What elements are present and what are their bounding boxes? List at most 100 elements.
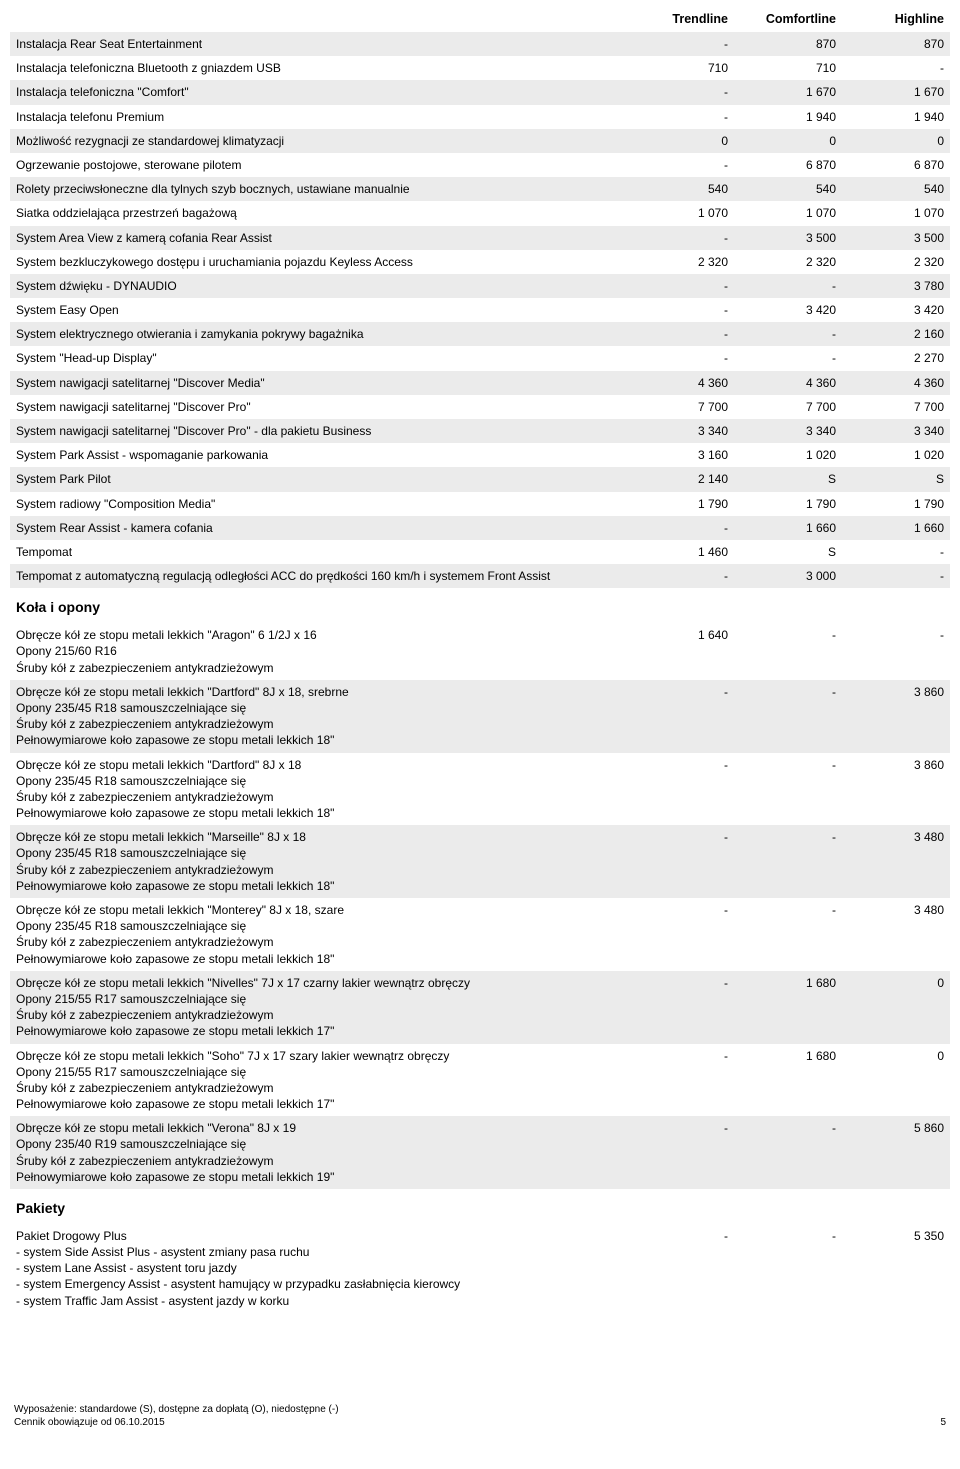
row-value: - xyxy=(626,298,734,322)
table-row: Obręcze kół ze stopu metali lekkich "Mar… xyxy=(10,825,950,898)
row-label: System nawigacji satelitarnej "Discover … xyxy=(10,371,626,395)
row-label: Obręcze kół ze stopu metali lekkich "Niv… xyxy=(10,971,626,1044)
row-label: Obręcze kół ze stopu metali lekkich "Ara… xyxy=(10,623,626,680)
page-number: 5 xyxy=(940,1416,946,1429)
row-value: 2 320 xyxy=(626,250,734,274)
row-subline: - system Traffic Jam Assist - asystent j… xyxy=(16,1293,620,1309)
row-label: System Easy Open xyxy=(10,298,626,322)
table-row: System elektrycznego otwierania i zamyka… xyxy=(10,322,950,346)
row-subline: Pełnowymiarowe koło zapasowe ze stopu me… xyxy=(16,732,620,748)
row-value: - xyxy=(626,322,734,346)
row-value: 4 360 xyxy=(842,371,950,395)
row-value: - xyxy=(626,516,734,540)
row-subline: Śruby kół z zabezpieczeniem antykradzież… xyxy=(16,1153,620,1169)
row-value: - xyxy=(734,1224,842,1313)
row-value: 0 xyxy=(842,1044,950,1117)
row-value: - xyxy=(734,825,842,898)
row-label: System elektrycznego otwierania i zamyka… xyxy=(10,322,626,346)
section-header: Koła i opony xyxy=(10,588,950,623)
row-label: Obręcze kół ze stopu metali lekkich "Mon… xyxy=(10,898,626,971)
row-value: 3 480 xyxy=(842,825,950,898)
row-value: 7 700 xyxy=(734,395,842,419)
row-value: - xyxy=(734,346,842,370)
table-row: Rolety przeciwsłoneczne dla tylnych szyb… xyxy=(10,177,950,201)
row-subline: Opony 235/45 R18 samouszczelniające się xyxy=(16,918,620,934)
row-value: 1 070 xyxy=(842,201,950,225)
row-value: 1 680 xyxy=(734,971,842,1044)
row-value: - xyxy=(626,1224,734,1313)
row-label: Pakiet Drogowy Plus- system Side Assist … xyxy=(10,1224,626,1313)
row-value: 5 860 xyxy=(842,1116,950,1189)
table-row: Obręcze kół ze stopu metali lekkich "Dar… xyxy=(10,753,950,826)
row-value: - xyxy=(626,1116,734,1189)
row-subline: Pełnowymiarowe koło zapasowe ze stopu me… xyxy=(16,1023,620,1039)
row-value: 4 360 xyxy=(734,371,842,395)
row-value: 1 790 xyxy=(842,492,950,516)
table-row: Instalacja telefoniczna Bluetooth z gnia… xyxy=(10,56,950,80)
row-value: 2 320 xyxy=(842,250,950,274)
row-subline: Śruby kół z zabezpieczeniem antykradzież… xyxy=(16,1007,620,1023)
col-header-trendline: Trendline xyxy=(626,6,734,32)
row-subline: Opony 235/45 R18 samouszczelniające się xyxy=(16,700,620,716)
row-label: Obręcze kół ze stopu metali lekkich "Dar… xyxy=(10,753,626,826)
row-value: - xyxy=(734,623,842,680)
table-row: System nawigacji satelitarnej "Discover … xyxy=(10,419,950,443)
row-label: Instalacja telefoniczna Bluetooth z gnia… xyxy=(10,56,626,80)
row-subline: Pełnowymiarowe koło zapasowe ze stopu me… xyxy=(16,878,620,894)
row-label: Obręcze kół ze stopu metali lekkich "Dar… xyxy=(10,680,626,753)
row-value: - xyxy=(626,274,734,298)
row-value: 3 340 xyxy=(842,419,950,443)
row-label: Instalacja Rear Seat Entertainment xyxy=(10,32,626,56)
row-subline: Śruby kół z zabezpieczeniem antykradzież… xyxy=(16,934,620,950)
footer-legend: Wyposażenie: standardowe (S), dostępne z… xyxy=(14,1403,946,1416)
row-value: 3 500 xyxy=(842,226,950,250)
row-value: - xyxy=(626,346,734,370)
table-row: System Easy Open-3 4203 420 xyxy=(10,298,950,322)
row-value: S xyxy=(734,467,842,491)
row-value: - xyxy=(626,153,734,177)
row-label: System radiowy "Composition Media" xyxy=(10,492,626,516)
row-value: 3 420 xyxy=(842,298,950,322)
row-subline: Śruby kół z zabezpieczeniem antykradzież… xyxy=(16,1080,620,1096)
row-value: 710 xyxy=(626,56,734,80)
row-value: 1 660 xyxy=(734,516,842,540)
row-value: - xyxy=(734,753,842,826)
table-row: System nawigacji satelitarnej "Discover … xyxy=(10,371,950,395)
row-value: 2 320 xyxy=(734,250,842,274)
row-value: - xyxy=(734,274,842,298)
row-label: Instalacja telefoniczna "Comfort" xyxy=(10,80,626,104)
row-value: 0 xyxy=(626,129,734,153)
table-row: Siatka oddzielająca przestrzeń bagażową1… xyxy=(10,201,950,225)
row-value: 1 790 xyxy=(626,492,734,516)
table-row: System "Head-up Display"--2 270 xyxy=(10,346,950,370)
row-value: 3 160 xyxy=(626,443,734,467)
row-value: 0 xyxy=(734,129,842,153)
table-row: System bezkluczykowego dostępu i urucham… xyxy=(10,250,950,274)
row-subline: Pełnowymiarowe koło zapasowe ze stopu me… xyxy=(16,805,620,821)
table-row: System dźwięku - DYNAUDIO--3 780 xyxy=(10,274,950,298)
table-row: Tempomat z automatyczną regulacją odległ… xyxy=(10,564,950,588)
row-subline: Opony 235/40 R19 samouszczelniające się xyxy=(16,1136,620,1152)
row-label: Tempomat xyxy=(10,540,626,564)
row-value: 1 460 xyxy=(626,540,734,564)
row-value: - xyxy=(626,898,734,971)
table-row: Ogrzewanie postojowe, sterowane pilotem-… xyxy=(10,153,950,177)
row-value: - xyxy=(626,680,734,753)
col-header-comfortline: Comfortline xyxy=(734,6,842,32)
row-value: - xyxy=(734,1116,842,1189)
table-row: Obręcze kół ze stopu metali lekkich "Niv… xyxy=(10,971,950,1044)
table-row: Pakiet Drogowy Plus- system Side Assist … xyxy=(10,1224,950,1313)
table-row: System nawigacji satelitarnej "Discover … xyxy=(10,395,950,419)
row-label: System Rear Assist - kamera cofania xyxy=(10,516,626,540)
table-row: System Park Assist - wspomaganie parkowa… xyxy=(10,443,950,467)
row-value: 1 020 xyxy=(734,443,842,467)
row-value: 3 500 xyxy=(734,226,842,250)
row-value: 0 xyxy=(842,971,950,1044)
table-row: Obręcze kół ze stopu metali lekkich "Mon… xyxy=(10,898,950,971)
row-value: - xyxy=(842,564,950,588)
row-value: 2 270 xyxy=(842,346,950,370)
row-value: S xyxy=(842,467,950,491)
row-value: - xyxy=(842,623,950,680)
row-label: Instalacja telefonu Premium xyxy=(10,105,626,129)
row-value: - xyxy=(626,564,734,588)
